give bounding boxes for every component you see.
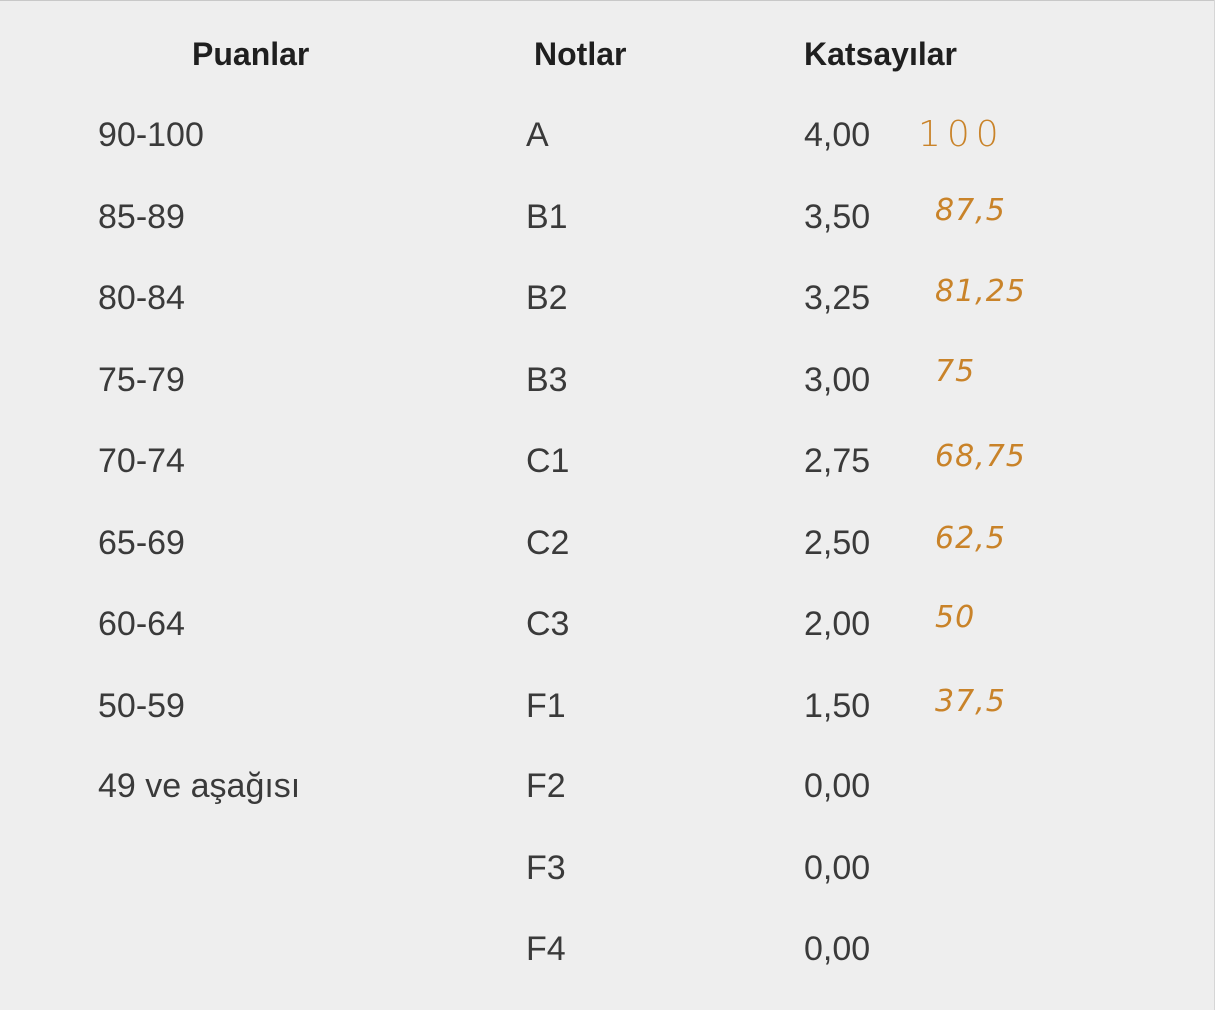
score-range: 80-84 — [98, 279, 185, 317]
letter-grade: C2 — [526, 524, 570, 562]
coefficient: 3,50 — [804, 198, 871, 236]
table-row: 75-79 B3 3,00 75 — [0, 354, 1215, 404]
handwritten-note: 100 — [918, 114, 1005, 155]
header-katsayilar: Katsayılar — [804, 36, 957, 72]
header-puanlar: Puanlar — [192, 36, 310, 72]
letter-grade: C1 — [526, 442, 570, 480]
handwritten-note: 68,75 — [935, 439, 1026, 474]
letter-grade: F1 — [526, 687, 566, 725]
handwritten-note: 81,25 — [935, 274, 1026, 309]
coefficient: 0,00 — [804, 767, 871, 805]
coefficient: 3,00 — [804, 361, 871, 399]
coefficient: 2,00 — [804, 605, 871, 643]
letter-grade: A — [526, 116, 549, 154]
score-range: 85-89 — [98, 198, 185, 236]
table-row: 65-69 C2 2,50 62,5 — [0, 519, 1215, 567]
letter-grade: C3 — [526, 605, 570, 643]
coefficient: 4,00 — [804, 116, 871, 154]
letter-grade: F2 — [526, 767, 566, 805]
handwritten-note: 37,5 — [935, 684, 1006, 719]
table-row: 60-64 C3 2,00 50 — [0, 600, 1215, 648]
handwritten-note: 50 — [935, 600, 976, 635]
table-row: 90-100 A 4,00 100 — [0, 111, 1215, 159]
score-range: 60-64 — [98, 605, 185, 643]
score-range: 65-69 — [98, 524, 185, 562]
table-row: 50-59 F1 1,50 37,5 — [0, 682, 1215, 730]
coefficient: 2,50 — [804, 524, 871, 562]
score-range: 49 ve aşağısı — [98, 767, 301, 805]
coefficient: 0,00 — [804, 849, 871, 887]
letter-grade: F3 — [526, 849, 566, 887]
top-border — [0, 0, 1215, 1]
table-row: F3 0,00 — [0, 844, 1215, 892]
score-range: 50-59 — [98, 687, 185, 725]
coefficient: 3,25 — [804, 279, 871, 317]
table-row: 70-74 C1 2,75 68,75 — [0, 437, 1215, 485]
letter-grade: B2 — [526, 279, 568, 317]
coefficient: 0,00 — [804, 930, 871, 968]
letter-grade: B3 — [526, 361, 568, 399]
score-range: 75-79 — [98, 361, 185, 399]
table-row: 49 ve aşağısı F2 0,00 — [0, 762, 1215, 810]
coefficient: 2,75 — [804, 442, 871, 480]
letter-grade: B1 — [526, 198, 568, 236]
score-range: 70-74 — [98, 442, 185, 480]
table-row: F4 0,00 — [0, 925, 1215, 973]
header-notlar: Notlar — [534, 36, 627, 72]
handwritten-note: 75 — [935, 354, 976, 389]
table-row: 80-84 B2 3,25 81,25 — [0, 274, 1215, 322]
handwritten-note: 87,5 — [935, 193, 1006, 228]
coefficient: 1,50 — [804, 687, 871, 725]
letter-grade: F4 — [526, 930, 566, 968]
table-row: 85-89 B1 3,50 87,5 — [0, 193, 1215, 241]
score-range: 90-100 — [98, 116, 204, 154]
handwritten-note: 62,5 — [935, 521, 1006, 556]
